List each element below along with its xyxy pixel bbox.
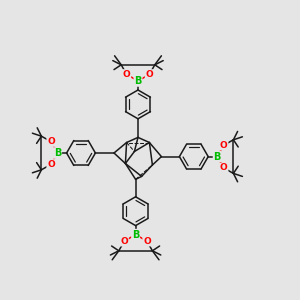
Text: O: O	[220, 141, 228, 150]
Text: O: O	[120, 237, 128, 246]
Text: O: O	[146, 70, 153, 79]
Text: O: O	[47, 137, 55, 146]
Text: O: O	[143, 237, 151, 246]
Text: B: B	[132, 230, 139, 240]
Text: B: B	[134, 76, 142, 86]
Text: B: B	[214, 152, 221, 162]
Text: O: O	[47, 160, 55, 169]
Text: O: O	[220, 164, 228, 172]
Text: O: O	[123, 70, 130, 79]
Text: B: B	[54, 148, 61, 158]
